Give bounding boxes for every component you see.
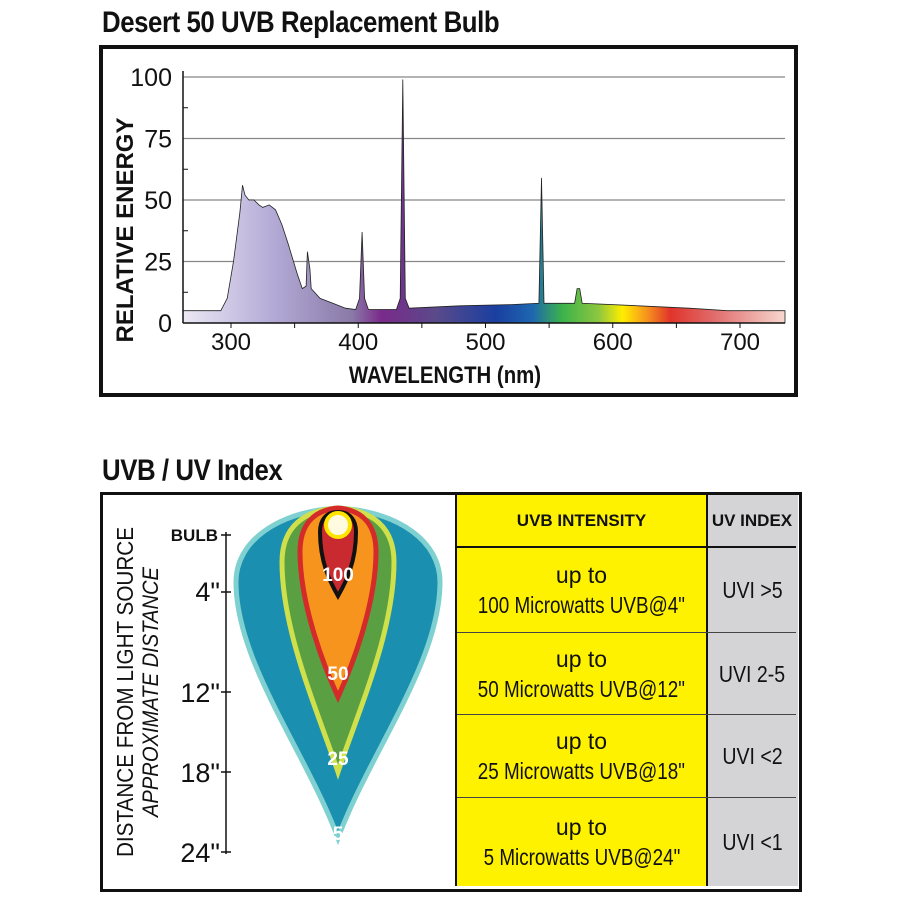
intensity-cell: up to 5 Microwatts UVB@24" (457, 798, 706, 886)
intensity-line1: up to (555, 645, 608, 672)
zone-50-teardrop (297, 505, 379, 704)
uv-index-value: UVI <2 (721, 743, 783, 769)
uv-index-cell: UVI <1 (708, 798, 796, 886)
intensity-line2: 50 Microwatts UVB@12" (477, 675, 686, 702)
distance-12: 12" (180, 678, 220, 708)
x-axis-label: WAVELENGTH (nm) (349, 361, 541, 388)
uvb-intensity-column (455, 495, 708, 886)
row-divider (457, 632, 796, 633)
x-tick-label: 700 (720, 329, 760, 356)
x-tick-label: 300 (211, 329, 251, 356)
zone-label-50: 50 (327, 664, 348, 685)
zone-label-25: 25 (327, 749, 349, 770)
y-tick-label: 75 (144, 126, 172, 154)
intensity-line2: 100 Microwatts UVB@4" (477, 592, 686, 618)
zone-label-5: 5 (333, 824, 344, 845)
uv-index-cell: UVI <2 (708, 715, 796, 797)
spectrum-area (182, 79, 786, 324)
bulb-label: BULB (171, 526, 218, 545)
intensity-line2: 5 Microwatts UVB@24" (483, 844, 680, 870)
bulb-icon (324, 511, 352, 539)
uv-index-value: UVI >5 (721, 577, 783, 603)
intensity-cell: up to 50 Microwatts UVB@12" (457, 633, 706, 714)
y-axis-label: RELATIVE ENERGY (112, 118, 139, 343)
y-tick-label: 0 (158, 310, 172, 338)
intensity-line1: up to (555, 562, 608, 588)
chart-frame (99, 45, 798, 397)
distance-ticks (221, 534, 231, 853)
chart-title: Desert 50 UVB Replacement Bulb (102, 6, 500, 39)
row-divider (457, 797, 796, 798)
x-tick-label: 500 (465, 329, 505, 356)
x-tick-label: 600 (593, 329, 633, 356)
intensity-cell: up to 100 Microwatts UVB@4" (457, 548, 706, 632)
distance-axis-sublabel: APPROXIMATE DISTANCE (138, 567, 163, 819)
intensity-line1: up to (555, 728, 608, 754)
row-divider (457, 714, 796, 715)
distance-18: 18" (180, 758, 220, 788)
intensity-line1: up to (555, 814, 608, 840)
uv-index-value: UVI <1 (721, 829, 783, 855)
y-tick-label: 50 (144, 187, 172, 215)
intensity-cell: up to 25 Microwatts UVB@18" (457, 715, 706, 797)
distance-axis-label: DISTANCE FROM LIGHT SOURCE (112, 527, 138, 857)
uv-index-column (706, 495, 798, 886)
header-uvb-intensity: UVB INTENSITY (516, 510, 647, 530)
uv-section-title: UVB / UV Index (102, 454, 283, 487)
x-tick-label: 400 (338, 329, 378, 356)
y-tick-label: 25 (144, 249, 172, 277)
row-divider (457, 546, 796, 548)
intensity-line2: 25 Microwatts UVB@18" (477, 758, 686, 784)
uv-index-value: UVI 2-5 (718, 660, 786, 687)
distance-24: 24" (180, 838, 220, 868)
distance-4: 4" (195, 577, 220, 607)
zone-label-100: 100 (322, 565, 354, 586)
header-uv-index: UV INDEX (711, 510, 793, 530)
uv-diagram: DISTANCE FROM LIGHT SOURCE APPROXIMATE D… (112, 505, 443, 868)
spectrum-chart: 0 25 50 75 100 300 400 500 600 700 RELATIVE ENERG… (99, 45, 798, 397)
uv-index-cell: UVI >5 (708, 548, 796, 632)
y-tick-label: 100 (130, 64, 172, 92)
uv-index-cell: UVI 2-5 (708, 633, 796, 714)
